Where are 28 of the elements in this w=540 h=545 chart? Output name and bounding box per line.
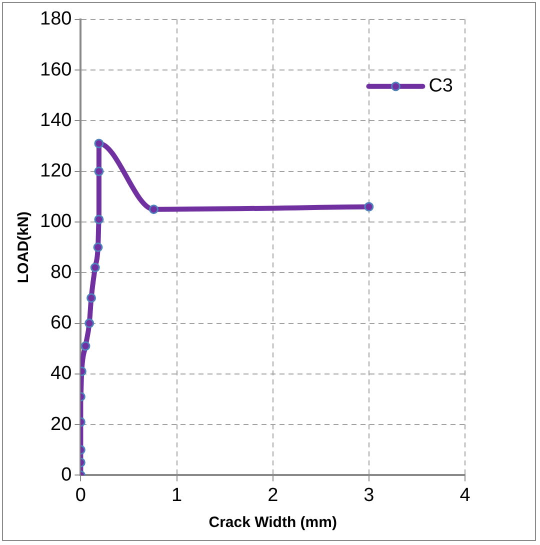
y-tick-label: 120 [40,160,72,182]
y-tick-label: 0 [61,464,72,486]
y-axis-title: LOAD(kN) [15,211,32,284]
y-tick-label: 140 [40,110,72,131]
point [86,293,96,303]
y-tick-label: 180 [40,8,72,30]
point [94,138,104,148]
x-axis-title: Crack Width (mm) [208,514,337,532]
y-tick-label: 20 [50,414,72,435]
point [93,242,103,252]
y-tick-label: 100 [40,211,72,232]
point [94,166,104,176]
x-tick-label: 1 [171,484,182,506]
point [84,318,94,328]
point [148,204,158,214]
x-tick-label: 4 [460,484,471,506]
legend-label: C3 [428,76,454,97]
x-tick-label: 2 [268,484,278,506]
point [94,214,104,224]
y-tick-label: 160 [40,59,72,80]
y-tick-label: 60 [50,312,72,334]
point [80,341,90,351]
x-tick-label: 3 [364,484,374,506]
y-tick-label: 40 [50,363,72,384]
point [364,202,374,212]
x-tick-label: 0 [75,484,86,506]
point [90,262,100,272]
y-tick-label: 80 [50,262,72,283]
